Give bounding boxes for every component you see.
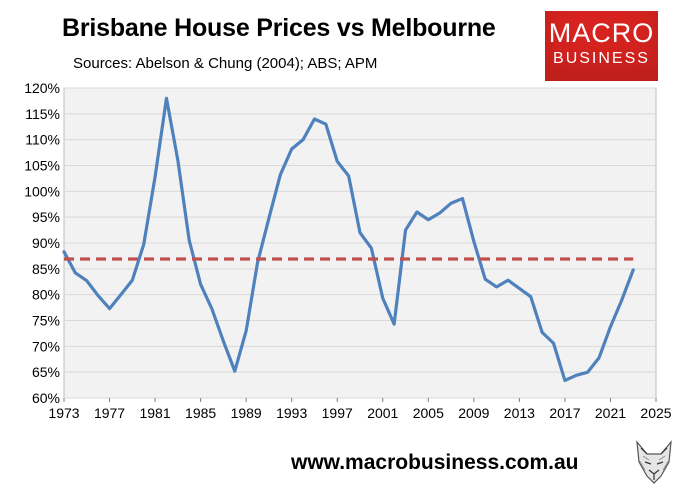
x-tick-label: 1989: [231, 405, 262, 421]
y-tick-label: 70%: [32, 338, 60, 354]
x-tick-label: 2013: [504, 405, 535, 421]
y-tick-label: 100%: [24, 183, 60, 199]
x-tick-label: 2001: [367, 405, 398, 421]
x-tick-label: 1985: [185, 405, 216, 421]
chart-title: Brisbane House Prices vs Melbourne: [62, 14, 496, 42]
y-tick-label: 105%: [24, 158, 60, 174]
x-tick-label: 2021: [595, 405, 626, 421]
x-axis-ticks: 1973 1977 1981 1985 1989 1993 1997 2001 2005 2009…: [48, 398, 672, 421]
x-tick-label: 2017: [549, 405, 580, 421]
y-tick-label: 120%: [24, 80, 60, 96]
y-tick-label: 85%: [32, 261, 60, 277]
x-tick-label: 1977: [94, 405, 125, 421]
x-tick-label: 2005: [413, 405, 444, 421]
x-tick-label: 2009: [458, 405, 489, 421]
fox-logo-icon: [636, 440, 672, 484]
x-tick-label: 1997: [322, 405, 353, 421]
y-axis-ticks: 60% 65% 70% 75% 80% 85% 90% 95% 100% 105% 110% 115%…: [24, 80, 60, 406]
x-tick-label: 1981: [139, 405, 170, 421]
footer-url: www.macrobusiness.com.au: [291, 451, 579, 474]
y-tick-label: 75%: [32, 313, 60, 329]
brisbane-melbourne-ratio-line: [62, 96, 635, 383]
series-lines: [62, 96, 635, 383]
gridlines: [64, 87, 656, 399]
y-tick-label: 90%: [32, 235, 60, 251]
x-tick-label: 1973: [48, 405, 79, 421]
logo-line-1: MACRO: [548, 18, 655, 48]
macrobusiness-logo: MACRO BUSINESS: [545, 11, 658, 81]
chart-subtitle: Sources: Abelson & Chung (2004); ABS; AP…: [73, 55, 378, 72]
y-tick-label: 110%: [25, 132, 60, 148]
y-tick-label: 95%: [32, 209, 60, 225]
x-tick-label: 2025: [640, 405, 671, 421]
x-tick-label: 1993: [276, 405, 307, 421]
logo-line-2: BUSINESS: [553, 50, 650, 67]
y-tick-label: 115%: [25, 106, 60, 122]
y-tick-label: 65%: [32, 364, 60, 380]
y-tick-label: 60%: [32, 390, 60, 406]
y-tick-label: 80%: [32, 287, 60, 303]
